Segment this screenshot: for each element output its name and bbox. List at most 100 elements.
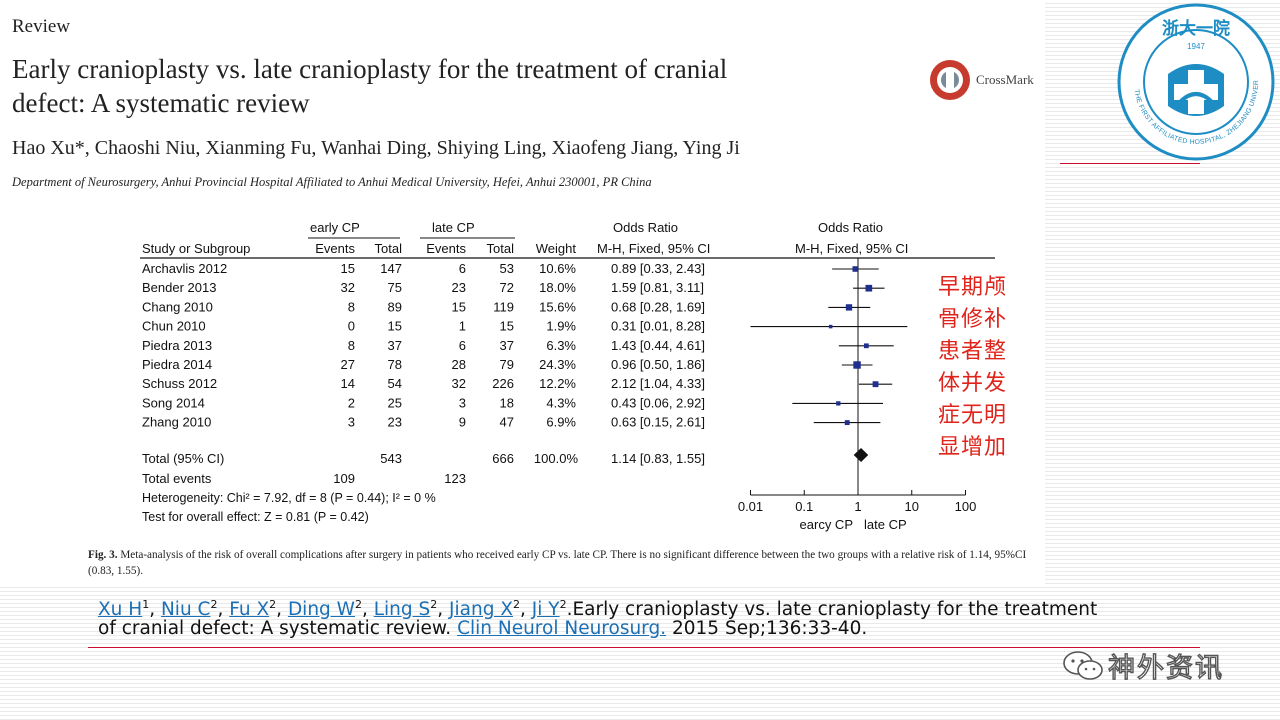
- study-weight: 18.0%: [539, 280, 576, 295]
- figure-label: Fig. 3.: [88, 549, 118, 561]
- late-total: 37: [500, 338, 514, 353]
- study-weight: 6.3%: [546, 338, 576, 353]
- col-header-l-events: Events: [426, 241, 466, 256]
- study-ci-text: 0.68 [0.28, 1.69]: [611, 299, 705, 314]
- early-events: 3: [348, 415, 355, 430]
- logo-top-text: 浙大一院: [1162, 18, 1230, 38]
- late-total: 47: [500, 415, 514, 430]
- col-header-weight: Weight: [536, 241, 577, 256]
- x-tick-label: 1: [854, 499, 861, 514]
- col-header-study: Study or Subgroup: [142, 241, 250, 256]
- late-total: 72: [500, 280, 514, 295]
- author-affiliation-sup: 2: [210, 598, 218, 611]
- study-name: Schuss 2012: [142, 376, 217, 391]
- journal-link[interactable]: Clin Neurol Neurosurg.: [457, 618, 667, 640]
- late-events: 6: [459, 261, 466, 276]
- total-events-late: 123: [444, 471, 466, 486]
- x-label-right: late CP: [864, 517, 907, 532]
- early-events: 32: [341, 280, 355, 295]
- early-events: 15: [341, 261, 355, 276]
- crossmark-icon: [930, 60, 970, 100]
- study-row: Zhang 2010 3 23 9 47 6.9% 0.63 [0.15, 2.61]: [142, 415, 705, 430]
- study-name: Chun 2010: [142, 319, 206, 334]
- section-label: Review: [12, 16, 71, 37]
- logo-year: 1947: [1187, 42, 1205, 51]
- late-total: 119: [493, 299, 514, 314]
- point-estimate: [828, 324, 833, 329]
- author-affiliation-sup: 2: [513, 598, 521, 611]
- group-label-early: early CP: [310, 220, 360, 235]
- early-events: 14: [341, 376, 355, 391]
- study-row: Piedra 2013 8 37 6 37 6.3% 1.43 [0.44, 4.61]: [142, 338, 705, 353]
- late-events: 6: [459, 338, 466, 353]
- early-total: 15: [388, 319, 402, 334]
- author-link[interactable]: Niu C: [160, 599, 211, 621]
- study-name: Piedra 2014: [142, 357, 212, 372]
- total-e-total: 543: [380, 451, 402, 466]
- late-events: 15: [452, 299, 466, 314]
- author-link[interactable]: Ling S: [373, 599, 431, 621]
- author-link[interactable]: Ding W: [287, 599, 355, 621]
- study-name: Archavlis 2012: [142, 261, 227, 276]
- point-estimate: [863, 343, 869, 349]
- study-rows: Archavlis 2012 15 147 6 53 10.6% 0.89 [0.33, 2…: [142, 261, 705, 430]
- study-name: Zhang 2010: [142, 415, 211, 430]
- study-weight: 24.3%: [539, 357, 576, 372]
- early-total: 23: [388, 415, 402, 430]
- crossmark-badge[interactable]: CrossMark: [928, 57, 1034, 103]
- hospital-logo: 浙大一院 1947 THE FIRST AFFILIATED HOSPITAL,…: [1116, 2, 1275, 161]
- author-link[interactable]: Xu H: [98, 599, 143, 621]
- early-events: 8: [348, 299, 355, 314]
- late-total: 53: [500, 261, 514, 276]
- early-total: 37: [388, 338, 402, 353]
- col-header-ci-table: M-H, Fixed, 95% CI: [597, 241, 710, 256]
- early-total: 25: [388, 395, 402, 410]
- total-events-early: 109: [333, 471, 355, 486]
- study-row: Schuss 2012 14 54 32 226 12.2% 2.12 [1.04, 4.3…: [142, 376, 705, 391]
- study-name: Bender 2013: [142, 280, 216, 295]
- col-header-ci-plot: M-H, Fixed, 95% CI: [795, 241, 908, 256]
- x-tick-label: 0.1: [795, 499, 813, 514]
- x-tick-label: 0.01: [738, 499, 763, 514]
- study-row: Chang 2010 8 89 15 119 15.6% 0.68 [0.28, 1.69]: [142, 299, 705, 314]
- author-affiliation-sup: 2: [559, 598, 567, 611]
- early-events: 27: [341, 357, 355, 372]
- study-name: Piedra 2013: [142, 338, 212, 353]
- early-total: 54: [388, 376, 402, 391]
- author-link[interactable]: Fu X: [229, 599, 270, 621]
- total-ci-text: 1.14 [0.83, 1.55]: [611, 451, 705, 466]
- early-total: 75: [388, 280, 402, 295]
- early-events: 8: [348, 338, 355, 353]
- early-events: 0: [348, 319, 355, 334]
- divider-line-bottom: [88, 647, 1200, 648]
- point-estimate: [852, 266, 859, 272]
- x-label-left: earcy CP: [800, 517, 853, 532]
- study-ci-text: 0.96 [0.50, 1.86]: [611, 357, 705, 372]
- paper-excerpt: Review Early cranioplasty vs. late crani…: [12, 16, 1034, 577]
- study-weight: 10.6%: [539, 261, 576, 276]
- study-ci-text: 0.43 [0.06, 2.92]: [611, 395, 705, 410]
- point-estimate: [836, 401, 841, 406]
- author-link[interactable]: Ji Y: [531, 599, 560, 621]
- late-total: 15: [500, 319, 514, 334]
- late-events: 23: [452, 280, 466, 295]
- study-ci-text: 1.59 [0.81, 3.11]: [611, 280, 704, 295]
- paper-affiliation: Department of Neurosurgery, Anhui Provin…: [12, 175, 652, 189]
- group-label-late: late CP: [432, 220, 475, 235]
- paper-authors: Hao Xu*, Chaoshi Niu, Xianming Fu, Wanha…: [12, 137, 740, 159]
- late-events: 9: [459, 415, 466, 430]
- reference-citation: Xu H1, Niu C2, Fu X2, Ding W2, Ling S2, …: [98, 595, 1098, 638]
- point-estimate: [845, 304, 853, 311]
- point-estimate: [853, 361, 861, 369]
- author-affiliation-sup: 2: [354, 598, 362, 611]
- overall-effect-text: Test for overall effect: Z = 0.81 (P = 0…: [142, 510, 369, 524]
- author-affiliation-sup: 1: [142, 598, 150, 611]
- author-link[interactable]: Jiang X: [449, 599, 514, 621]
- chinese-annotation: 早期颅骨修补患者整体并发症无明显增加: [938, 275, 1008, 460]
- study-row: Archavlis 2012 15 147 6 53 10.6% 0.89 [0.33, 2…: [142, 261, 705, 276]
- study-name: Song 2014: [142, 395, 205, 410]
- x-tick-label: 10: [905, 499, 919, 514]
- study-row: Chun 2010 0 15 1 15 1.9% 0.31 [0.01, 8.28]: [142, 319, 705, 334]
- total-events-label: Total events: [142, 471, 212, 486]
- total-weight: 100.0%: [534, 451, 579, 466]
